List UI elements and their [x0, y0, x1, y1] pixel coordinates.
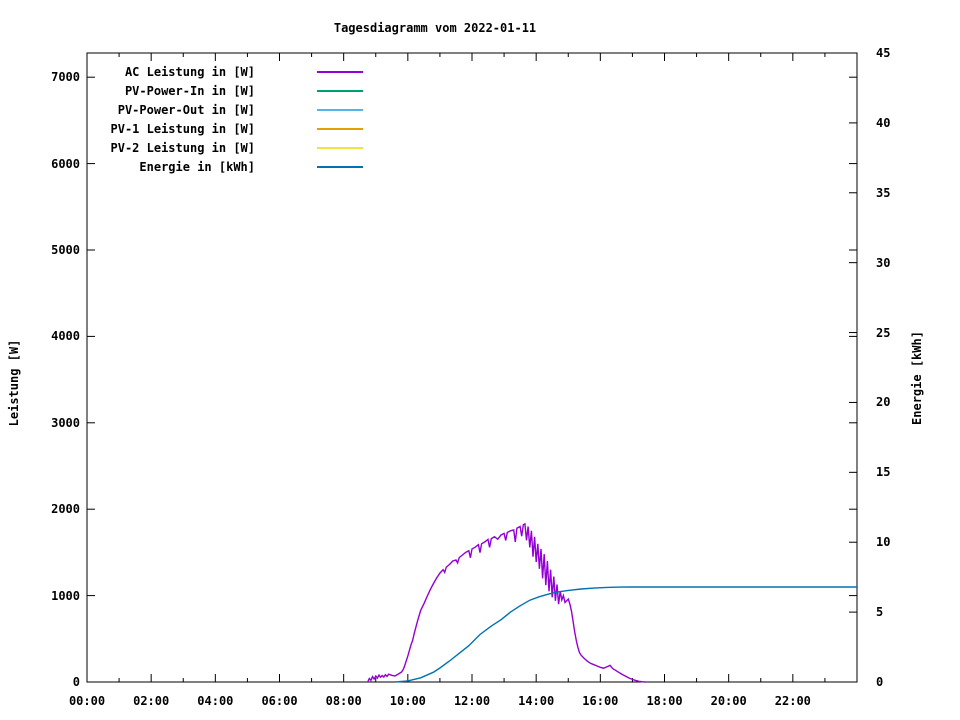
- y-left-tick-label: 4000: [51, 329, 80, 344]
- y-axis-label: Leistung [W]: [7, 339, 21, 427]
- y-left-tick-label: 3000: [51, 415, 80, 430]
- legend-label: PV-Power-In in [W]: [124, 83, 255, 98]
- legend-item-1: AC Leistung in [W]: [0, 62, 363, 81]
- x-tick-label: 02:00: [133, 694, 170, 708]
- legend-label: PV-Power-Out in [W]: [117, 102, 255, 117]
- y-left-tick-label: 2000: [51, 502, 80, 517]
- x-tick-label: 06:00: [261, 694, 298, 708]
- x-tick-label: 04:00: [197, 694, 234, 708]
- legend-label: PV-1 Leistung in [W]: [110, 121, 256, 136]
- legend-line-sample: [317, 108, 363, 111]
- legend-line-sample: [317, 146, 363, 149]
- series-energie-in-kwh: [394, 586, 857, 683]
- x-tick-label: 00:00: [68, 694, 106, 708]
- legend-item-3: PV-Power-Out in [W]: [0, 100, 363, 119]
- y-left-tick-label: 6000: [51, 156, 80, 171]
- x-tick-label: 16:00: [582, 694, 619, 708]
- legend: AC Leistung in [W] PV-Power-In in [W] PV-P…: [0, 62, 363, 176]
- y-right-tick-label: 45: [876, 46, 891, 60]
- y-left-tick-label: 5000: [51, 242, 80, 257]
- chart-title: Tagesdiagramm vom 2022-01-11: [333, 21, 537, 35]
- legend-line-sample: [317, 89, 363, 92]
- y-left-tick-label: 7000: [51, 70, 80, 85]
- y-right-tick-label: 10: [876, 535, 891, 550]
- x-tick-label: 12:00: [453, 694, 491, 708]
- x-tick-label: 18:00: [646, 694, 683, 708]
- y2-axis-label: Energie [kWh]: [910, 331, 924, 425]
- legend-label: PV-2 Leistung in [W]: [110, 140, 256, 155]
- x-tick-label: 08:00: [325, 694, 362, 708]
- y-right-tick-label: 15: [876, 465, 891, 480]
- y-right-tick-label: 25: [876, 325, 891, 340]
- y-left-tick-label: 0: [72, 675, 80, 689]
- y-right-tick-label: 5: [876, 605, 884, 620]
- legend-label: Energie in [kWh]: [139, 159, 255, 174]
- y-left-tick-label: 1000: [51, 588, 80, 603]
- series-ac-leistung-in-w: [367, 522, 646, 683]
- legend-line-sample: [317, 165, 363, 168]
- y-right-tick-label: 35: [876, 185, 891, 200]
- legend-item-4: PV-1 Leistung in [W]: [0, 119, 363, 138]
- x-tick-label: 10:00: [389, 694, 426, 708]
- y-right-tick-label: 0: [876, 675, 884, 689]
- legend-item-5: PV-2 Leistung in [W]: [0, 138, 363, 157]
- legend-line-sample: [317, 70, 363, 73]
- x-tick-label: 20:00: [710, 694, 747, 708]
- x-tick-label: 14:00: [518, 694, 555, 708]
- legend-label: AC Leistung in [W]: [124, 64, 255, 79]
- y-right-tick-label: 30: [876, 255, 891, 270]
- y-right-tick-label: 20: [876, 395, 891, 410]
- legend-line-sample: [317, 127, 363, 130]
- legend-item-2: PV-Power-In in [W]: [0, 81, 363, 100]
- y-right-tick-label: 40: [876, 115, 891, 130]
- x-tick-label: 22:00: [774, 694, 811, 708]
- legend-item-6: Energie in [kWh]: [0, 157, 363, 176]
